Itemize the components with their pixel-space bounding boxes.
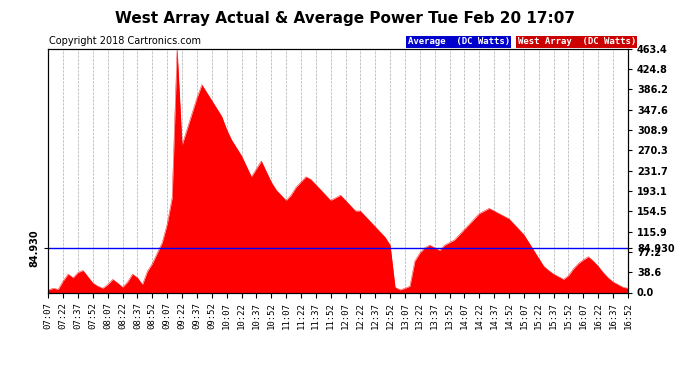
Text: Average  (DC Watts): Average (DC Watts)	[408, 38, 510, 46]
Text: West Array  (DC Watts): West Array (DC Watts)	[518, 38, 636, 46]
Text: West Array Actual & Average Power Tue Feb 20 17:07: West Array Actual & Average Power Tue Fe…	[115, 11, 575, 26]
Text: Copyright 2018 Cartronics.com: Copyright 2018 Cartronics.com	[49, 36, 201, 46]
